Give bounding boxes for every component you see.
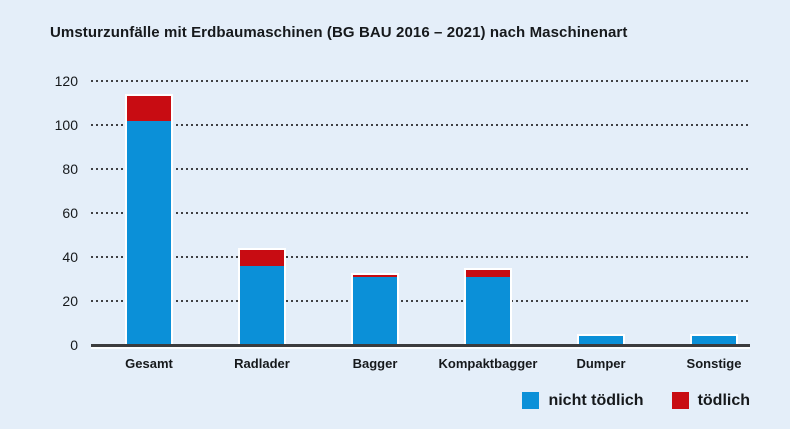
y-tick-label-0: 0 <box>70 337 78 353</box>
y-tick-label-40: 40 <box>62 249 78 265</box>
bar-segment-nicht-toedlich-gesamt <box>127 120 171 345</box>
bar-segment-toedlich-radlader <box>240 250 284 266</box>
y-tick-label-100: 100 <box>54 117 78 133</box>
y-tick-label-60: 60 <box>62 205 78 221</box>
x-tick-label-radlader: Radlader <box>234 356 290 371</box>
bar-segment-nicht-toedlich-kompaktbagger <box>466 276 510 345</box>
gridline-100 <box>91 124 750 126</box>
bar-segment-toedlich-bagger <box>353 274 397 277</box>
x-tick-label-dumper: Dumper <box>576 356 626 371</box>
bar-bagger <box>351 272 399 345</box>
legend-label-toedlich: tödlich <box>697 392 750 409</box>
legend: nicht tödlich tödlich <box>522 392 750 409</box>
x-axis-line <box>91 344 750 347</box>
bar-segment-toedlich-kompaktbagger <box>466 270 510 277</box>
bar-segment-nicht-toedlich-radlader <box>240 265 284 345</box>
legend-swatch-nicht-toedlich <box>522 392 540 409</box>
bar-segment-nicht-toedlich-sonstige <box>692 336 736 345</box>
legend-label-nicht-toedlich: nicht tödlich <box>548 392 644 409</box>
legend-item-toedlich: tödlich <box>671 392 750 409</box>
gridline-80 <box>91 168 750 170</box>
legend-item-nicht-toedlich: nicht tödlich <box>522 392 644 409</box>
x-tick-label-sonstige: Sonstige <box>686 356 742 371</box>
bar-segment-toedlich-gesamt <box>127 96 171 121</box>
gridline-40 <box>91 256 750 258</box>
y-tick-label-120: 120 <box>54 73 78 89</box>
bar-gesamt <box>125 94 173 345</box>
x-tick-label-kompaktbagger: Kompaktbagger <box>438 356 538 371</box>
chart-title: Umsturzunfälle mit Erdbaumaschinen (BG B… <box>50 24 628 41</box>
gridline-120 <box>91 80 750 82</box>
bar-sonstige <box>690 334 738 345</box>
bar-kompaktbagger <box>464 268 512 345</box>
x-tick-label-bagger: Bagger <box>352 356 398 371</box>
y-tick-label-20: 20 <box>62 293 78 309</box>
gridline-20 <box>91 300 750 302</box>
legend-swatch-toedlich <box>671 392 689 409</box>
bar-segment-nicht-toedlich-dumper <box>579 336 623 345</box>
bar-segment-nicht-toedlich-bagger <box>353 276 397 345</box>
x-tick-label-gesamt: Gesamt <box>125 356 173 371</box>
bar-radlader <box>238 248 286 345</box>
gridline-60 <box>91 212 750 214</box>
y-tick-label-80: 80 <box>62 161 78 177</box>
bar-dumper <box>577 334 625 345</box>
